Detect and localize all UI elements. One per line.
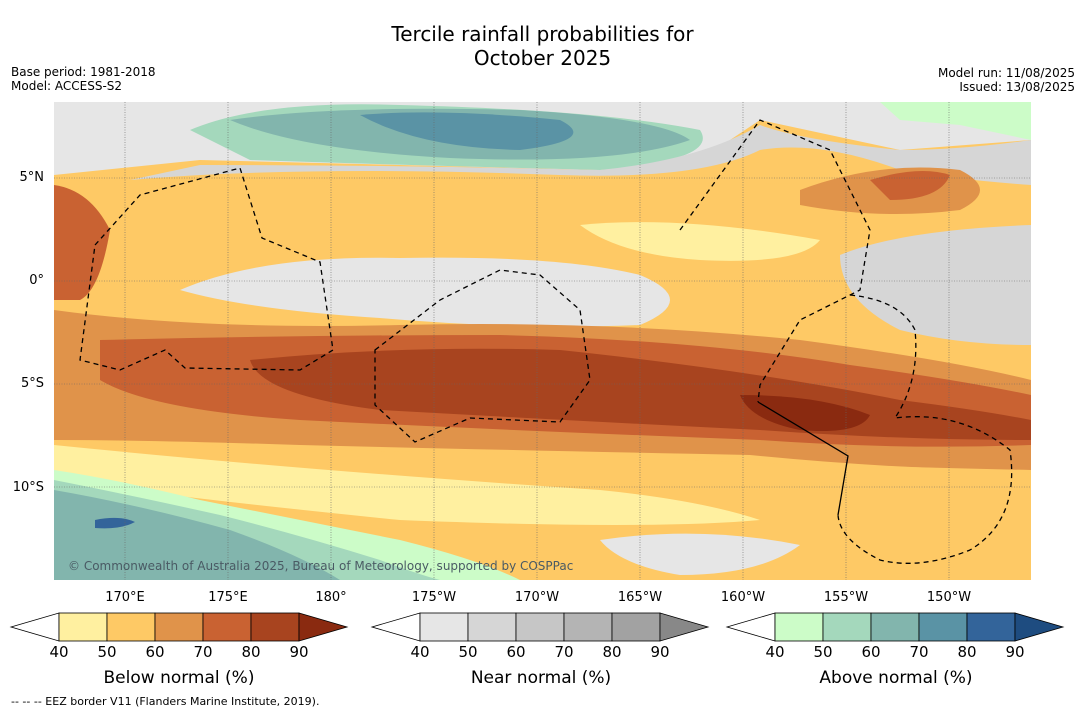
lon-label-165w: 165°W — [617, 590, 663, 605]
map-title: Tercile rainfall probabilities for Octob… — [0, 22, 1085, 70]
colorbar-tick-label: 50 — [458, 643, 478, 661]
colorbar-segment — [154, 612, 204, 642]
copyright-notice: © Commonwealth of Australia 2025, Bureau… — [68, 559, 574, 573]
lon-label-150w: 150°W — [926, 590, 972, 605]
lon-label-160w: 160°W — [720, 590, 766, 605]
meta-left: Base period: 1981-2018 Model: ACCESS-S2 — [11, 65, 156, 93]
colorbar-segment — [250, 612, 300, 642]
colorbar-tick-label: 70 — [909, 643, 929, 661]
colorbar-tick-label: 50 — [97, 643, 117, 661]
colorbar-extend-high — [1014, 612, 1065, 642]
colorbar-tick-label: 90 — [650, 643, 670, 661]
lat-label-0: 0° — [29, 273, 44, 288]
colorbar-tick-label: 60 — [506, 643, 526, 661]
colorbar-above-title: Above normal (%) — [819, 668, 973, 688]
colorbar-below-title: Below normal (%) — [103, 668, 255, 688]
colorbar-tick-label: 60 — [145, 643, 165, 661]
colorbar-tick-label: 70 — [554, 643, 574, 661]
eez-solid-border — [757, 401, 849, 516]
colorbar-segment — [202, 612, 252, 642]
colorbar-tick-label: 80 — [602, 643, 622, 661]
lon-label-170w: 170°W — [514, 590, 560, 605]
colorbar-segment — [58, 612, 108, 642]
colorbar-segment — [918, 612, 968, 642]
colorbar-above — [725, 612, 1065, 642]
lat-label-5s: 5°S — [20, 376, 44, 391]
colorbar-extend-low — [725, 612, 776, 642]
colorbar-tick-label: 50 — [813, 643, 833, 661]
title-line-2: October 2025 — [473, 46, 612, 70]
colorbar-near — [370, 612, 710, 642]
colorbar-below — [9, 612, 349, 642]
colorbar-segment — [870, 612, 920, 642]
colorbar-tick-label: 40 — [410, 643, 430, 661]
lat-label-10s: 10°S — [12, 480, 44, 495]
colorbar-tick-label: 80 — [957, 643, 977, 661]
colorbar-segment — [822, 612, 872, 642]
base-period: Base period: 1981-2018 — [11, 65, 156, 79]
colorbar-segment — [515, 612, 565, 642]
colorbar-segment — [774, 612, 824, 642]
colorbar-segment — [106, 612, 156, 642]
lon-label-175e: 175°E — [208, 590, 248, 605]
colorbar-extend-high — [659, 612, 710, 642]
lon-label-180: 180° — [315, 590, 347, 605]
lat-label-5n: 5°N — [19, 170, 45, 185]
colorbar-tick-label: 80 — [241, 643, 261, 661]
colorbar-tick-label: 40 — [49, 643, 69, 661]
title-line-1: Tercile rainfall probabilities for — [391, 22, 694, 46]
colorbar-extend-low — [370, 612, 421, 642]
lon-label-175w: 175°W — [411, 590, 457, 605]
colorbar-segment — [966, 612, 1016, 642]
model-run: Model run: 11/08/2025 — [937, 66, 1075, 80]
colorbar-segment — [563, 612, 613, 642]
probability-field — [54, 102, 1031, 580]
model-name: Model: ACCESS-S2 — [11, 79, 123, 93]
lon-label-170e: 170°E — [105, 590, 145, 605]
colorbar-segment — [467, 612, 517, 642]
colorbar-extend-low — [9, 612, 60, 642]
colorbar-segment — [419, 612, 469, 642]
colorbar-tick-label: 90 — [1005, 643, 1025, 661]
eez-borders — [79, 119, 1013, 564]
eez-footnote: -- -- -- EEZ border V11 (Flanders Marine… — [11, 695, 320, 708]
colorbar-near-title: Near normal (%) — [470, 668, 612, 688]
colorbar-extend-high — [298, 612, 349, 642]
lon-label-155w: 155°W — [823, 590, 869, 605]
issued-date: Issued: 13/08/2025 — [959, 80, 1075, 94]
meta-right: Model run: 11/08/2025 Issued: 13/08/2025 — [938, 66, 1075, 94]
colorbar-tick-label: 40 — [765, 643, 785, 661]
colorbar-tick-label: 90 — [289, 643, 309, 661]
colorbar-tick-label: 70 — [193, 643, 213, 661]
graticule — [54, 102, 1031, 580]
colorbar-segment — [611, 612, 661, 642]
colorbar-tick-label: 60 — [861, 643, 881, 661]
